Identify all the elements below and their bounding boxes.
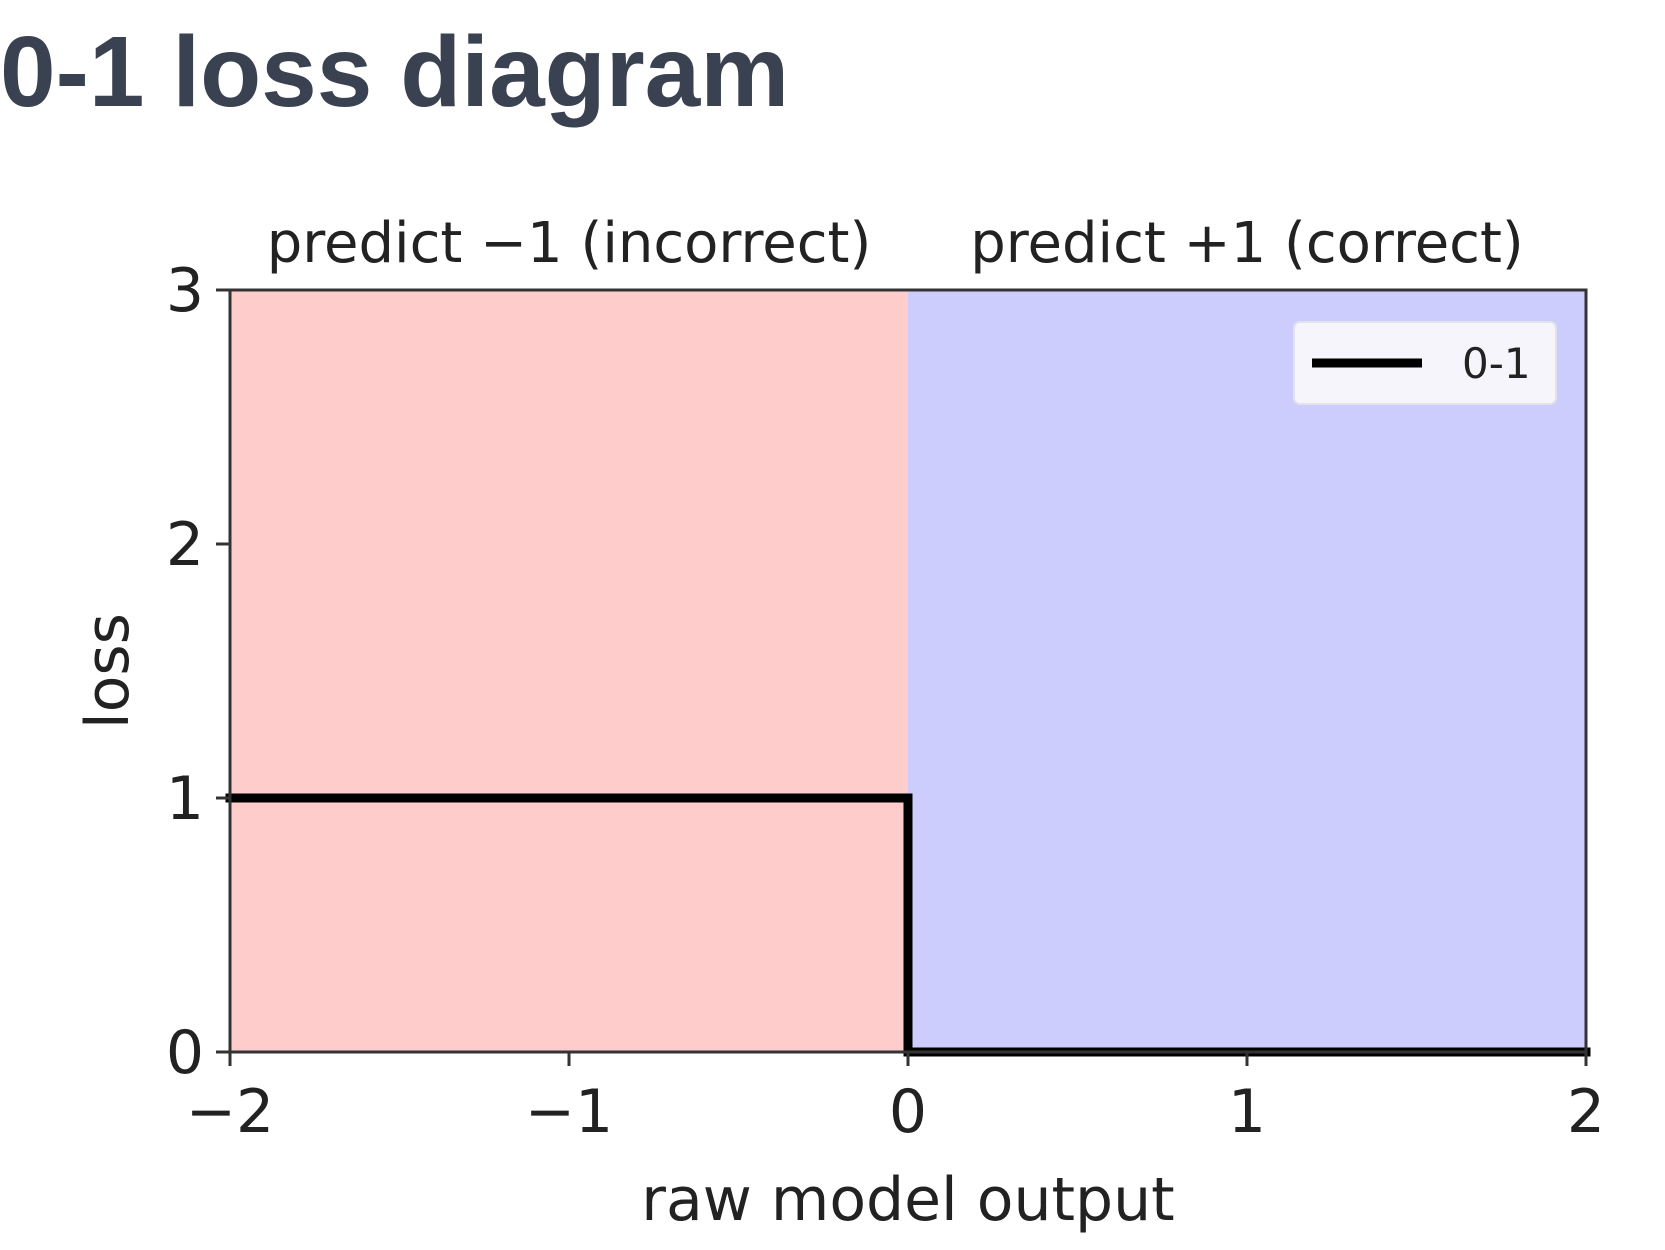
x-tick-label: −1 xyxy=(525,1077,613,1147)
y-tick-label: 1 xyxy=(166,764,204,834)
region-1 xyxy=(908,290,1586,1052)
y-tick-label: 2 xyxy=(166,510,204,580)
x-axis-label: raw model output xyxy=(641,1165,1174,1235)
x-tick-label: 0 xyxy=(889,1077,927,1147)
y-axis-ticks: 0 1 2 3 xyxy=(166,256,230,1088)
legend-label: 0-1 xyxy=(1462,339,1531,388)
region-label-0: predict −1 (incorrect) xyxy=(267,211,872,276)
region-backgrounds xyxy=(230,290,1586,1052)
region-0 xyxy=(230,290,908,1052)
x-tick-label: 2 xyxy=(1567,1077,1605,1147)
y-tick-label: 0 xyxy=(166,1018,204,1088)
y-axis-label: loss xyxy=(73,613,143,729)
region-label-1: predict +1 (correct) xyxy=(970,211,1524,276)
x-axis-ticks: −2 −1 0 1 2 xyxy=(186,1052,1605,1147)
y-tick-label: 3 xyxy=(166,256,204,326)
x-tick-label: −2 xyxy=(186,1077,274,1147)
page-title: 0-1 loss diagram xyxy=(0,16,790,128)
legend-box xyxy=(1293,321,1557,405)
legend: 0-1 xyxy=(1293,321,1557,405)
x-tick-label: 1 xyxy=(1228,1077,1266,1147)
region-labels: predict −1 (incorrect) predict +1 (correc… xyxy=(267,211,1524,276)
